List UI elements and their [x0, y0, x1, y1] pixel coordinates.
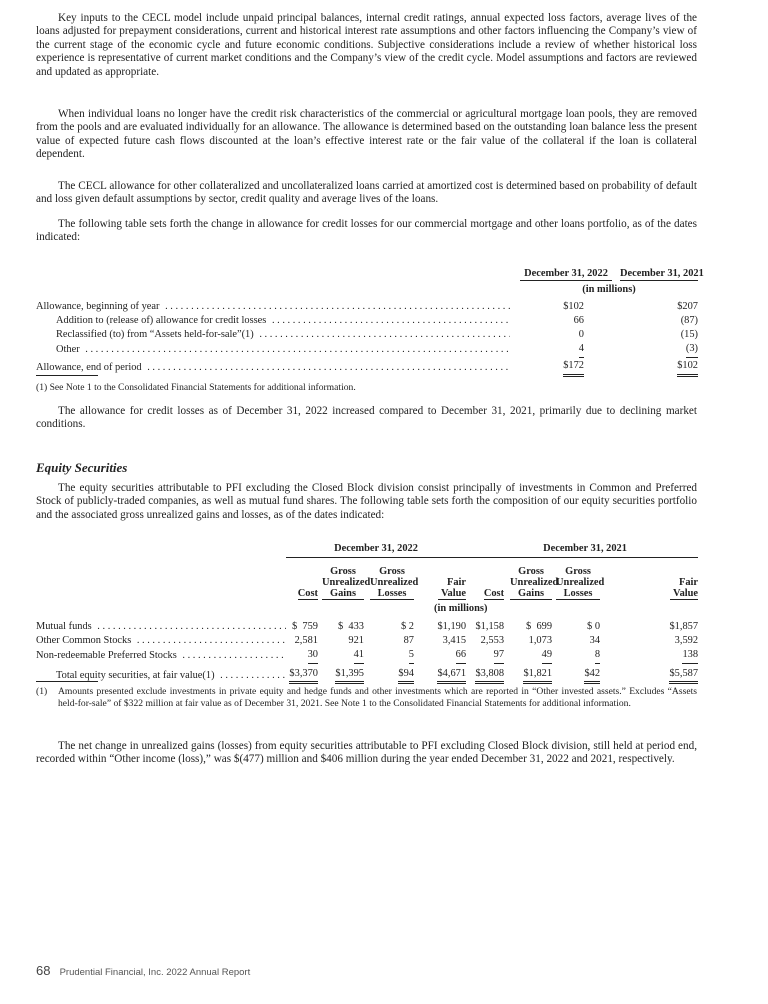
table-row: Non-redeemable Preferred Stocks304156697… [36, 647, 699, 664]
report-title: Prudential Financial, Inc. 2022 Annual R… [59, 967, 251, 978]
allowance-table: December 31, 2022 December 31, 2021 (in … [36, 267, 704, 378]
table-row: Reclassified (to) from “Assets held-for-… [36, 328, 698, 342]
paragraph-allowance-change: The allowance for credit losses as of De… [36, 405, 697, 431]
section-heading: Equity Securities [36, 460, 128, 475]
paragraph-unrealized-gains: The net change in unrealized gains (loss… [36, 740, 697, 766]
footnote-rule [36, 375, 98, 376]
units-label: (in millions) [582, 284, 636, 296]
paragraph-other-loans: The CECL allowance for other collaterali… [36, 180, 697, 206]
table-row-total: Allowance, end of period$172$102 [36, 358, 698, 378]
table-row-total: Total equity securities, at fair value(1… [36, 664, 699, 686]
table-row: Mutual funds$ 759$ 433$ 2$1,190$1,158$ 6… [36, 619, 698, 633]
paragraph-cecl-inputs: Key inputs to the CECL model include unp… [36, 12, 697, 78]
column-header: December 31, 2021 [620, 267, 704, 282]
units-label: (in millions) [434, 602, 488, 614]
group-header: December 31, 2022 [286, 542, 467, 559]
table-row: Other Common Stocks2,581921873,4152,5531… [36, 633, 698, 647]
table-row: Addition to (release of) allowance for c… [36, 314, 698, 328]
table-header-row: December 31, 2022 December 31, 2021 [36, 267, 704, 282]
allowance-footnote: (1) See Note 1 to the Consolidated Finan… [36, 382, 356, 393]
page-footer: 68 Prudential Financial, Inc. 2022 Annua… [36, 964, 250, 979]
table-header-row: Cost Gross Unrealized Gains Gross Unreal… [297, 565, 699, 600]
table-row: Allowance, beginning of year$102$207 [36, 300, 698, 314]
column-header: December 31, 2022 [520, 267, 612, 282]
equity-table: December 31, 2022 December 31, 2021 Cost… [36, 542, 699, 686]
paragraph-equity-intro: The equity securities attributable to PF… [36, 482, 697, 521]
equity-footnote: (1) Amounts presented exclude investment… [36, 686, 697, 709]
paragraph-table-intro: The following table sets forth the chang… [36, 218, 697, 244]
table-row: Other4(3) [36, 342, 698, 358]
paragraph-individual-loans: When individual loans no longer have the… [36, 108, 697, 161]
page-number: 68 [36, 963, 51, 978]
group-header: December 31, 2021 [466, 542, 699, 559]
footnote-rule [36, 681, 98, 682]
